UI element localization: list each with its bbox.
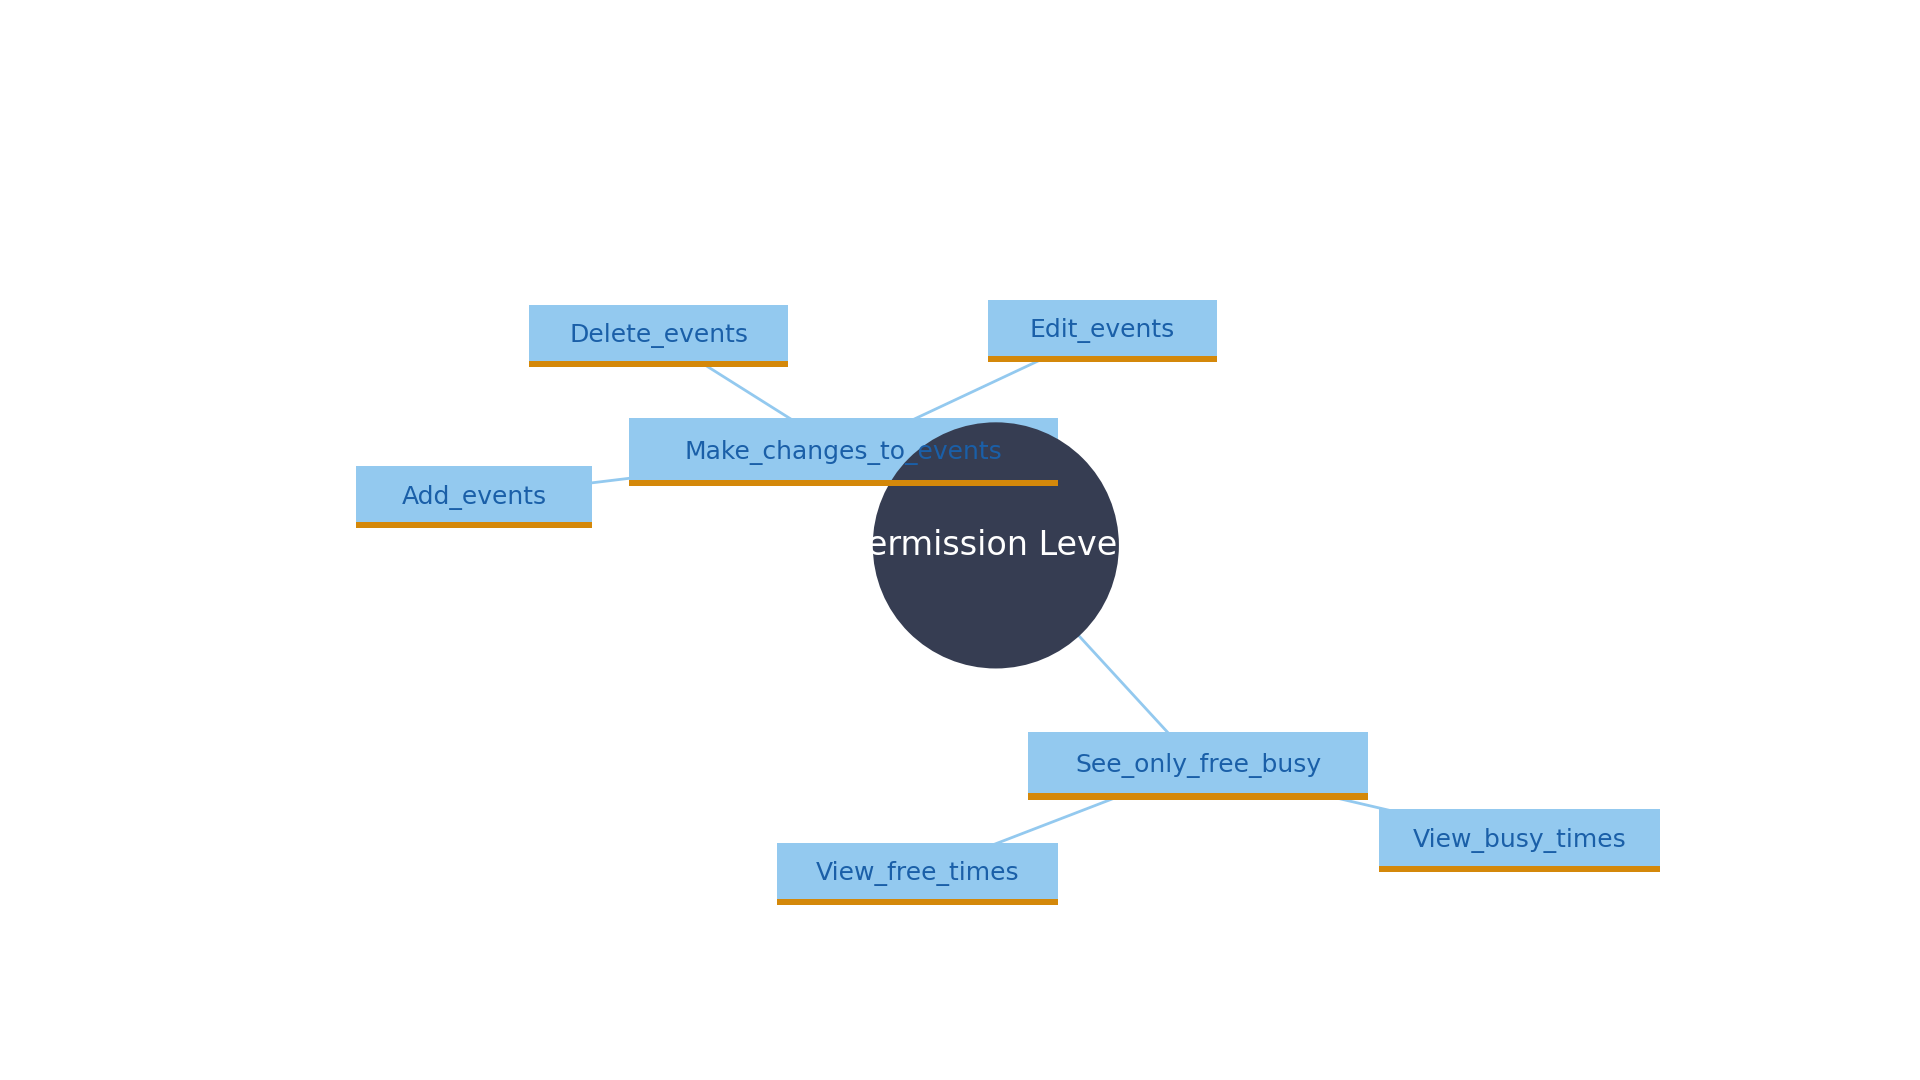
FancyBboxPatch shape	[355, 522, 591, 528]
FancyBboxPatch shape	[987, 355, 1217, 362]
Text: Delete_events: Delete_events	[568, 323, 749, 349]
Text: View_busy_times: View_busy_times	[1413, 828, 1626, 853]
FancyBboxPatch shape	[355, 465, 591, 528]
FancyBboxPatch shape	[778, 842, 1058, 905]
FancyBboxPatch shape	[1379, 865, 1659, 872]
Text: Permission Levels: Permission Levels	[849, 529, 1144, 562]
Text: View_free_times: View_free_times	[816, 862, 1020, 887]
FancyBboxPatch shape	[630, 480, 1058, 486]
FancyBboxPatch shape	[1029, 793, 1369, 800]
FancyBboxPatch shape	[1379, 809, 1659, 872]
Text: Edit_events: Edit_events	[1029, 319, 1175, 343]
FancyBboxPatch shape	[778, 899, 1058, 905]
Text: Make_changes_to_events: Make_changes_to_events	[685, 440, 1002, 464]
Text: See_only_free_busy: See_only_free_busy	[1075, 753, 1321, 779]
FancyBboxPatch shape	[1029, 731, 1369, 800]
Text: Add_events: Add_events	[401, 485, 547, 510]
FancyBboxPatch shape	[630, 418, 1058, 486]
FancyBboxPatch shape	[530, 361, 787, 367]
Circle shape	[874, 422, 1119, 669]
FancyBboxPatch shape	[987, 299, 1217, 362]
FancyBboxPatch shape	[530, 305, 787, 367]
